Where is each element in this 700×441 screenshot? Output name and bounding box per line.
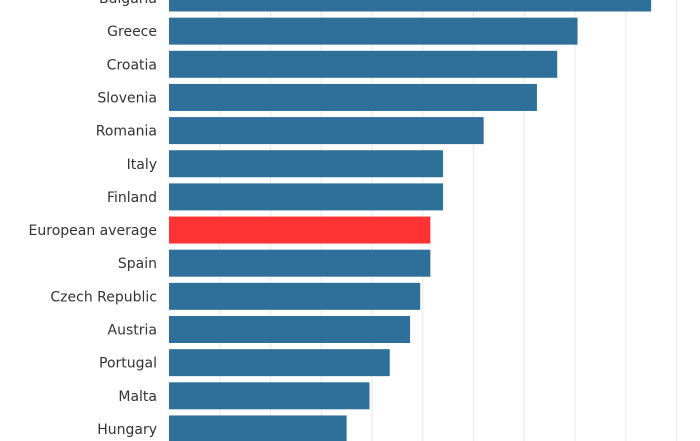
bar-spain xyxy=(169,249,431,277)
category-label: Greece xyxy=(107,24,157,40)
category-label: Austria xyxy=(108,323,157,339)
category-label: Spain xyxy=(118,256,157,272)
bar-malta xyxy=(169,382,370,410)
bar-czech-republic xyxy=(169,282,421,310)
category-label: Italy xyxy=(127,157,157,173)
bar-european-average xyxy=(169,216,431,244)
bar-greece xyxy=(169,17,578,45)
category-label: Czech Republic xyxy=(50,289,157,305)
category-label: Romania xyxy=(96,124,157,140)
category-label: Portugal xyxy=(99,356,157,372)
category-label: Malta xyxy=(118,389,157,405)
bar-italy xyxy=(169,150,444,178)
bar-slovenia xyxy=(169,83,537,111)
bar-finland xyxy=(169,183,444,211)
bar-croatia xyxy=(169,50,558,78)
category-label: Croatia xyxy=(107,57,157,73)
bar-portugal xyxy=(169,349,390,377)
category-label: Finland xyxy=(107,190,157,206)
bar-hungary xyxy=(169,415,347,441)
bar-bulgaria xyxy=(169,0,652,12)
category-label: Bulgaria xyxy=(99,0,157,7)
category-label: Slovenia xyxy=(97,90,157,106)
category-label: Hungary xyxy=(97,422,157,438)
bar-romania xyxy=(169,117,484,145)
bar-austria xyxy=(169,316,411,343)
category-label: European average xyxy=(29,223,157,239)
